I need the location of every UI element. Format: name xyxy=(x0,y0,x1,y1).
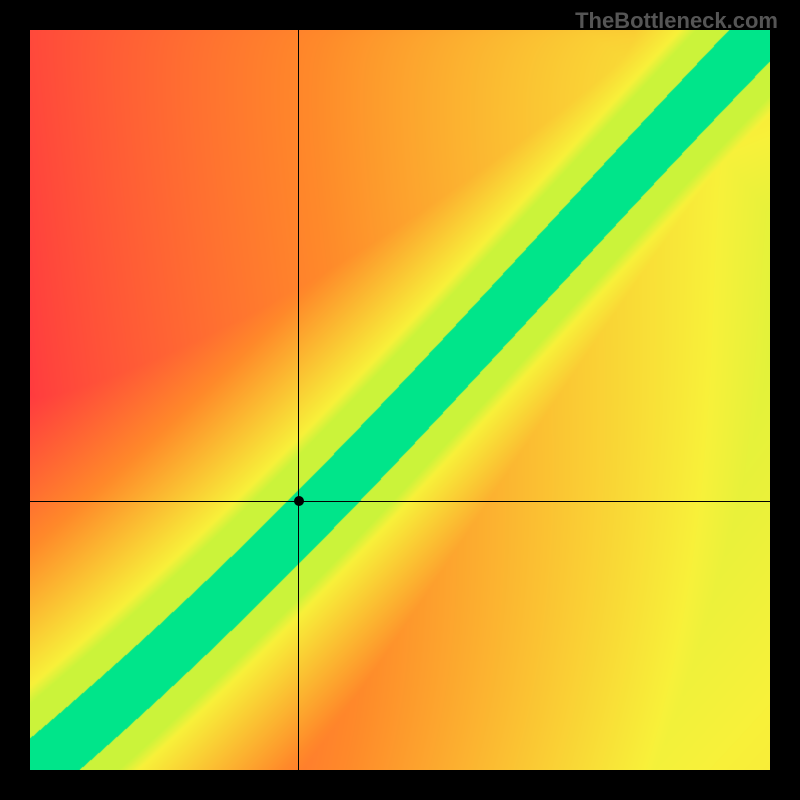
heatmap-plot-area xyxy=(30,30,770,770)
crosshair-vertical xyxy=(298,30,299,770)
heatmap-canvas xyxy=(30,30,770,770)
chart-container: TheBottleneck.com xyxy=(0,0,800,800)
crosshair-horizontal xyxy=(30,501,770,502)
watermark-text: TheBottleneck.com xyxy=(575,8,778,34)
data-point-marker xyxy=(294,496,304,506)
